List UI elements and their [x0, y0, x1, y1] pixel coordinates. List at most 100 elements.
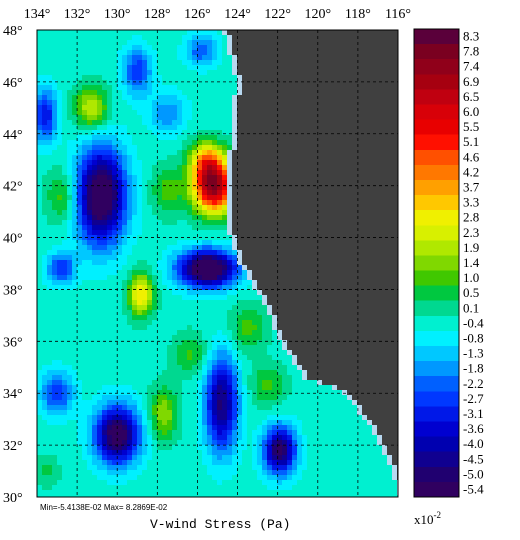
land-cell — [237, 210, 243, 216]
land-cell — [377, 205, 383, 211]
field-cell — [52, 75, 58, 81]
land-cell — [392, 145, 398, 151]
field-cell — [77, 345, 83, 351]
field-cell — [62, 240, 68, 246]
land-cell — [367, 240, 373, 246]
field-cell — [97, 125, 103, 131]
field-cell — [212, 255, 218, 261]
field-cell — [62, 270, 68, 276]
field-cell — [192, 310, 198, 316]
field-cell — [47, 115, 53, 121]
field-cell — [97, 85, 103, 91]
land-cell — [312, 305, 318, 311]
field-cell — [92, 110, 98, 116]
field-cell — [217, 70, 223, 76]
field-cell — [117, 325, 123, 331]
field-cell — [132, 170, 138, 176]
land-cell — [377, 210, 383, 216]
land-cell — [372, 240, 378, 246]
land-cell — [322, 95, 328, 101]
land-cell — [317, 170, 323, 176]
field-cell — [162, 100, 168, 106]
field-cell — [207, 195, 213, 201]
land-cell — [382, 175, 388, 181]
land-cell — [312, 310, 318, 316]
field-cell — [102, 70, 108, 76]
field-cell — [222, 35, 228, 41]
land-cell — [312, 155, 318, 161]
land-cell — [362, 225, 368, 231]
field-cell — [157, 305, 163, 311]
field-cell — [37, 320, 43, 326]
field-cell — [182, 115, 188, 121]
land-cell — [382, 30, 388, 36]
land-cell — [332, 60, 338, 66]
field-cell — [107, 150, 113, 156]
land-cell — [347, 110, 353, 116]
field-cell — [87, 290, 93, 296]
field-cell — [187, 175, 193, 181]
field-cell — [212, 95, 218, 101]
field-cell — [87, 230, 93, 236]
field-cell — [102, 310, 108, 316]
field-cell — [102, 85, 108, 91]
field-cell — [127, 160, 133, 166]
field-cell — [202, 260, 208, 266]
land-cell — [317, 225, 323, 231]
field-cell — [217, 225, 223, 231]
field-cell — [47, 125, 53, 131]
field-cell — [162, 35, 168, 41]
land-cell — [317, 95, 323, 101]
land-cell — [387, 95, 393, 101]
field-cell — [217, 190, 223, 196]
field-cell — [272, 350, 278, 356]
land-cell — [252, 130, 258, 136]
land-cell — [277, 245, 283, 251]
land-cell — [392, 320, 398, 326]
field-cell — [77, 130, 83, 136]
land-cell — [387, 365, 393, 371]
land-cell — [367, 60, 373, 66]
field-cell — [207, 160, 213, 166]
field-cell — [227, 110, 233, 116]
field-cell — [42, 140, 48, 146]
land-cell — [252, 40, 258, 46]
field-cell — [152, 190, 158, 196]
field-cell — [117, 35, 123, 41]
field-cell — [82, 250, 88, 256]
land-cell — [367, 295, 373, 301]
land-cell — [322, 140, 328, 146]
field-cell — [227, 290, 233, 296]
field-cell — [212, 30, 218, 36]
field-cell — [97, 290, 103, 296]
field-cell — [57, 55, 63, 61]
field-cell — [152, 30, 158, 36]
field-cell — [187, 315, 193, 321]
field-cell — [232, 310, 238, 316]
field-cell — [72, 340, 78, 346]
field-cell — [227, 275, 233, 281]
field-cell — [232, 85, 238, 91]
land-cell — [362, 360, 368, 366]
land-cell — [297, 295, 303, 301]
land-cell — [312, 350, 318, 356]
field-cell — [42, 215, 48, 221]
land-cell — [237, 170, 243, 176]
field-cell — [62, 140, 68, 146]
field-cell — [137, 60, 143, 66]
land-cell — [327, 240, 333, 246]
land-cell — [367, 175, 373, 181]
field-cell — [202, 265, 208, 271]
land-cell — [302, 235, 308, 241]
land-cell — [347, 30, 353, 36]
land-cell — [252, 165, 258, 171]
land-cell — [327, 105, 333, 111]
field-cell — [62, 55, 68, 61]
field-cell — [37, 360, 43, 366]
field-cell — [102, 50, 108, 56]
field-cell — [172, 100, 178, 106]
field-cell — [157, 195, 163, 201]
field-cell — [57, 210, 63, 216]
land-cell — [307, 80, 313, 86]
field-cell — [42, 205, 48, 211]
